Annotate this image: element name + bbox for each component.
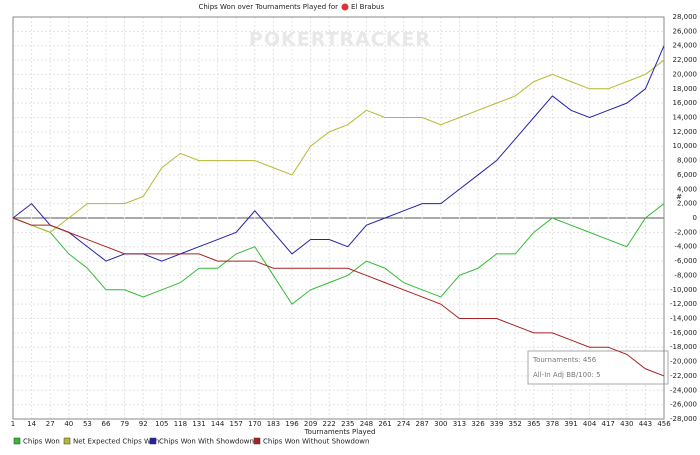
x-tick-label: 222	[323, 420, 336, 428]
x-tick-label: 170	[248, 420, 261, 428]
y-tick-label: -10,000	[670, 286, 697, 294]
x-tick-label: 352	[509, 420, 522, 428]
y-tick-label: -26,000	[670, 401, 697, 409]
player-name: El Brabus	[351, 3, 384, 11]
x-tick-label: 378	[546, 420, 559, 428]
y-tick-label: -12,000	[670, 300, 697, 308]
x-tick-label: 40	[64, 420, 73, 428]
x-tick-label: 92	[139, 420, 148, 428]
x-tick-label: 196	[285, 420, 299, 428]
legend-label: Chips Won Without Showdown	[263, 438, 369, 446]
series-line	[12, 203, 665, 305]
annotation-line: All-In Adj BB/100: 5	[533, 371, 601, 379]
y-tick-label: -6,000	[674, 257, 697, 265]
legend-label: Net Expected Chips Won	[73, 438, 159, 446]
x-tick-label: 300	[434, 420, 447, 428]
annotation-line: Tournaments: 456	[532, 356, 597, 364]
x-tick-label: 443	[639, 420, 652, 428]
series-line	[12, 59, 665, 233]
y-tick-label: 14,000	[673, 114, 698, 122]
x-tick-label: 326	[471, 420, 485, 428]
x-tick-label: 53	[83, 420, 92, 428]
x-tick-label: 131	[192, 420, 205, 428]
x-tick-label: 14	[27, 420, 36, 428]
chart-title: Chips Won over Tournaments Played for	[198, 3, 338, 11]
x-tick-label: 157	[230, 420, 243, 428]
x-tick-label: 339	[490, 420, 503, 428]
y-tick-label: -16,000	[670, 329, 697, 337]
x-tick-label: 235	[341, 420, 354, 428]
y-tick-label: 4,000	[677, 185, 697, 193]
legend-swatch	[63, 437, 71, 445]
legend-label: Chips Won	[23, 438, 60, 446]
y-tick-label: 0	[693, 214, 697, 222]
x-tick-label: 365	[527, 420, 540, 428]
y-tick-label: 28,000	[673, 13, 698, 21]
y-tick-label: -22,000	[670, 372, 697, 380]
x-tick-label: 1	[11, 420, 15, 428]
y-tick-label: 6,000	[677, 171, 697, 179]
x-tick-label: 27	[46, 420, 55, 428]
y-tick-label: -8,000	[674, 271, 697, 279]
x-tick-label: 66	[102, 420, 111, 428]
y-tick-label: -18,000	[670, 343, 697, 351]
x-tick-label: 456	[657, 420, 671, 428]
y-tick-label: 8,000	[677, 157, 697, 165]
x-tick-label: 105	[155, 420, 168, 428]
x-tick-label: 417	[602, 420, 615, 428]
y-tick-label: -4,000	[674, 243, 697, 251]
x-tick-label: 183	[267, 420, 280, 428]
x-tick-label: 274	[397, 420, 411, 428]
player-icon	[341, 3, 349, 11]
y-tick-label: -20,000	[670, 358, 697, 366]
y-tick-label: -28,000	[670, 415, 697, 423]
annotation-box	[527, 350, 669, 385]
legend-swatch	[253, 437, 261, 445]
x-tick-label: 391	[564, 420, 577, 428]
y-tick-label: 26,000	[673, 27, 698, 35]
x-tick-label: 209	[304, 420, 317, 428]
y-axis-label: #	[676, 193, 682, 201]
legend-swatch	[13, 437, 21, 445]
legend-label: Chips Won With Showdown	[159, 438, 254, 446]
x-tick-label: 79	[120, 420, 129, 428]
y-tick-label: -2,000	[674, 228, 697, 236]
y-tick-label: 22,000	[673, 56, 698, 64]
watermark: POKERTRACKER	[249, 29, 431, 51]
y-tick-label: -14,000	[670, 315, 697, 323]
x-tick-label: 430	[620, 420, 633, 428]
y-tick-label: 18,000	[673, 85, 698, 93]
series-line	[12, 45, 665, 262]
x-tick-label: 261	[378, 420, 391, 428]
x-tick-label: 287	[416, 420, 429, 428]
y-tick-label: 24,000	[673, 42, 698, 50]
x-tick-label: 144	[211, 420, 225, 428]
x-tick-label: 313	[453, 420, 466, 428]
y-tick-label: 2,000	[677, 200, 697, 208]
x-tick-label: 248	[360, 420, 373, 428]
series-line	[12, 217, 665, 377]
legend-swatch	[149, 437, 157, 445]
y-tick-label: 10,000	[673, 142, 698, 150]
x-axis-label: Tournaments Played	[304, 428, 376, 436]
x-tick-label: 404	[583, 420, 597, 428]
x-tick-label: 118	[174, 420, 187, 428]
y-tick-label: -24,000	[670, 386, 697, 394]
y-tick-label: 20,000	[673, 70, 698, 78]
y-tick-label: 16,000	[673, 99, 698, 107]
y-tick-label: 12,000	[673, 128, 698, 136]
